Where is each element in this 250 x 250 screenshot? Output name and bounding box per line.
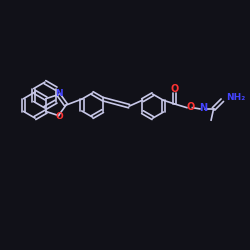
Text: O: O (55, 112, 63, 121)
Text: O: O (170, 84, 178, 94)
Text: N: N (55, 89, 63, 98)
Text: NH₂: NH₂ (226, 93, 245, 102)
Text: N: N (199, 103, 207, 113)
Text: O: O (186, 102, 194, 112)
